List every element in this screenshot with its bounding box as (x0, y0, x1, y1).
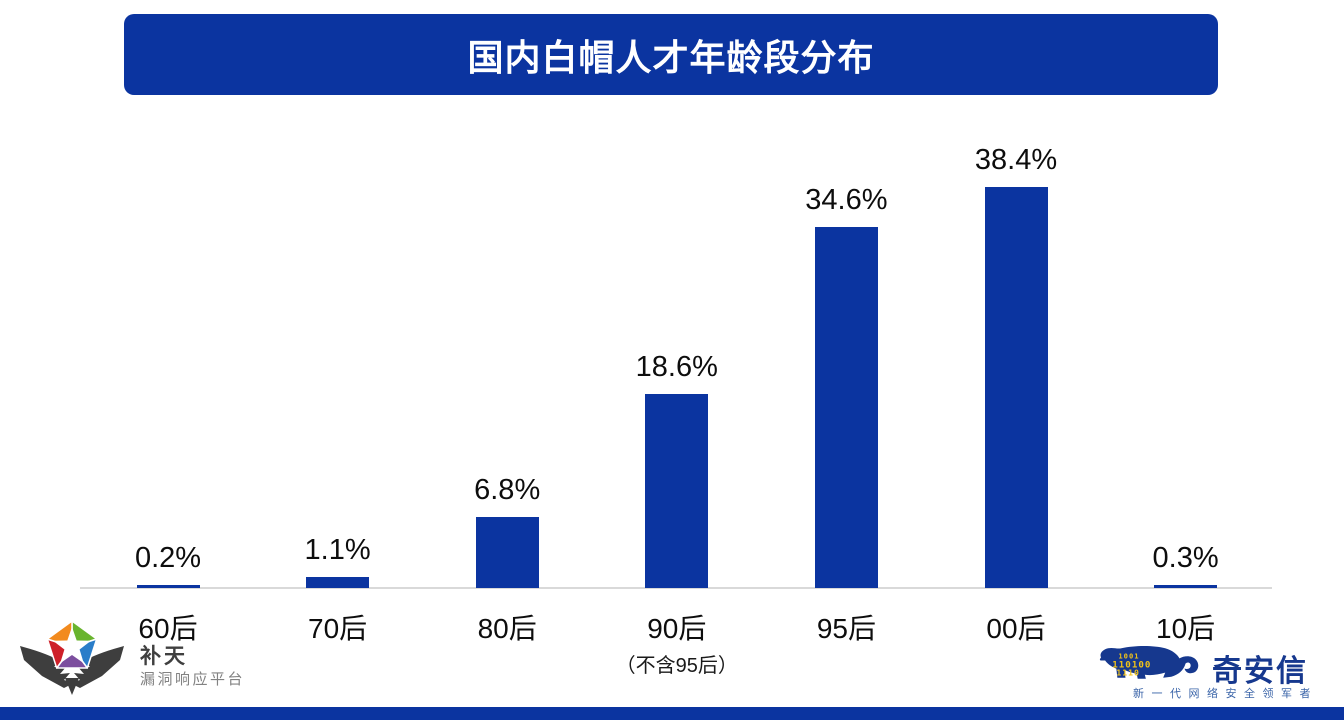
title-banner: 国内白帽人才年龄段分布 (124, 14, 1218, 95)
star-icon (53, 627, 91, 664)
bar (306, 577, 370, 588)
bar-value-label: 0.2% (134, 542, 202, 574)
bar (475, 517, 539, 588)
category-label: 70后 (308, 613, 368, 644)
butian-logo: 补天 漏洞响应平台 (16, 612, 276, 704)
bar-value-label: 18.6% (635, 351, 718, 383)
binary-row-3: 1110 (1116, 668, 1140, 678)
qianxin-tagline: 新一代网络安全领军者 (1133, 688, 1318, 700)
bar-value-label: 38.4% (974, 144, 1058, 176)
bar (984, 187, 1048, 588)
butian-star-wings-icon (20, 620, 124, 695)
bar-value-label: 34.6% (805, 184, 888, 216)
page-title: 国内白帽人才年龄段分布 (467, 36, 875, 78)
x-axis-line (80, 587, 1272, 589)
butian-name: 补天 (140, 645, 188, 668)
bar (814, 227, 878, 588)
tiger-icon: 1001 110100 1110 (1099, 645, 1199, 679)
category-label: 80后 (477, 613, 537, 644)
category-label: 90后 (647, 613, 707, 644)
binary-row-2: 110100 (1112, 660, 1151, 671)
bar (1154, 585, 1218, 588)
qianxin-name: 奇安信 (1212, 655, 1308, 688)
category-label: 10后 (1156, 613, 1216, 644)
butian-subtitle: 漏洞响应平台 (140, 671, 246, 688)
category-label: 95后 (816, 613, 876, 644)
category-label: 60后 (138, 613, 198, 644)
bar-value-label: 6.8% (474, 474, 541, 506)
bar (136, 585, 200, 588)
bar-value-label: 1.1% (304, 534, 371, 566)
bottom-strip (0, 707, 1344, 720)
category-note: （不含95后） (615, 655, 738, 677)
category-label: 00后 (986, 613, 1046, 644)
bar-value-label: 0.3% (1152, 542, 1219, 574)
bar (645, 394, 709, 588)
qianxin-logo: 1001 110100 1110 奇安信 新一代网络安全领军者 (1096, 640, 1344, 710)
binary-row-1: 1001 (1118, 651, 1139, 660)
